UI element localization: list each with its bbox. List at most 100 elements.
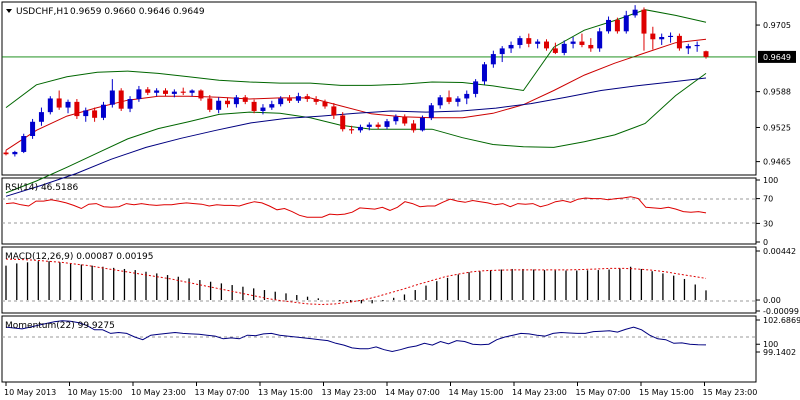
candle-body (552, 48, 558, 53)
candle-body (455, 98, 461, 102)
rsi-ytick-label: 0 (763, 238, 768, 247)
moving-average-slow (5, 77, 707, 197)
candle-body (535, 41, 541, 44)
x-tick-label: 14 May 23:00 (512, 388, 567, 397)
candle-body (544, 41, 550, 49)
candle-body (561, 43, 567, 53)
dropdown-triangle-icon (6, 9, 12, 13)
candle-body (304, 96, 310, 100)
candle-body (446, 97, 452, 102)
momentum-panel-frame (1, 315, 757, 383)
candle-body (614, 19, 620, 32)
candle-body (12, 151, 18, 155)
candle-body (517, 38, 523, 45)
candle-body (322, 101, 328, 107)
candle-body (118, 90, 124, 109)
rsi-ytick-label: 100 (763, 176, 778, 185)
momentum-ytick-label: 100 (763, 340, 778, 349)
candle-body (384, 121, 390, 127)
current-price-badge (758, 50, 796, 63)
x-tick-label: 13 May 07:00 (195, 388, 250, 397)
candle-body (269, 104, 275, 108)
main-panel-frame (1, 1, 757, 176)
candle-body (597, 31, 603, 49)
candle-body (402, 116, 408, 124)
bollinger-upper-band (5, 9, 707, 108)
candle-body (74, 101, 80, 117)
candle-body (100, 104, 106, 118)
candle-body (668, 35, 674, 38)
candle-body (242, 97, 248, 102)
candle-body (375, 124, 381, 127)
momentum-title: Momentum(22) 99.9275 (5, 321, 115, 331)
candle-body (411, 123, 417, 131)
main-ytick-label: 0.9705 (763, 21, 791, 30)
candle-body (162, 90, 168, 94)
candle-body (428, 105, 434, 118)
candle-body (570, 41, 576, 44)
candle-body (357, 126, 363, 131)
candle-body (340, 115, 346, 130)
candle-body (260, 107, 266, 111)
bollinger-lower-band (5, 72, 707, 194)
macd-signal-line (5, 258, 707, 306)
candle-body (393, 116, 399, 122)
candle-body (38, 112, 44, 122)
candle-body (127, 99, 133, 109)
x-tick-label: 13 May 23:00 (322, 388, 377, 397)
x-tick-label: 15 May 07:00 (576, 388, 631, 397)
x-tick-label: 15 May 15:00 (639, 388, 694, 397)
candle-body (313, 99, 319, 102)
x-tick-label: 10 May 2013 (4, 388, 56, 397)
candle-body (180, 91, 186, 93)
candle-body (287, 98, 293, 101)
macd-ytick-label: 0.00442 (763, 247, 796, 256)
candle-body (349, 129, 355, 131)
symbol-label: USDCHF,H1 (16, 7, 69, 17)
x-tick-label: 10 May 23:00 (131, 388, 186, 397)
candle-body (419, 117, 425, 131)
candle-body (21, 136, 27, 152)
main-ytick-label: 0.9588 (763, 88, 791, 97)
candle-body (659, 37, 665, 40)
rsi-line (5, 196, 707, 218)
candle-body (481, 64, 487, 82)
candle-body (56, 98, 62, 108)
candle-body (3, 152, 9, 155)
candle-body (437, 97, 443, 106)
macd-ytick-label: -0.00099 (763, 307, 799, 316)
momentum-line (5, 320, 707, 353)
candle-body (331, 106, 337, 116)
candle-body (579, 41, 585, 45)
candle-body (189, 90, 195, 93)
candle-body (606, 19, 612, 32)
main-ytick-label: 0.9465 (763, 158, 791, 167)
candle-body (641, 9, 647, 34)
x-tick-label: 13 May 15:00 (258, 388, 313, 397)
candle-body (499, 48, 505, 55)
x-tick-label: 14 May 15:00 (449, 388, 504, 397)
x-tick-label: 10 May 15:00 (68, 388, 123, 397)
candle-body (83, 110, 89, 117)
candle-body (154, 90, 160, 93)
candle-body (233, 97, 239, 105)
candle-body (198, 90, 204, 99)
candle-body (464, 93, 470, 99)
momentum-ytick-label: 99.1402 (763, 348, 796, 357)
candle-body (47, 98, 53, 113)
candle-body (473, 81, 479, 94)
ohlc-label: 0.9659 0.9660 0.9646 0.9649 (70, 7, 205, 17)
candle-body (136, 89, 142, 100)
x-tick-label: 14 May 07:00 (385, 388, 440, 397)
candle-body (366, 124, 372, 127)
momentum-ytick-label: 102.6869 (763, 316, 800, 325)
candle-body (65, 101, 71, 108)
candle-body (207, 98, 213, 110)
candle-body (703, 51, 709, 57)
candle-body (685, 46, 691, 49)
main-ytick-label: 0.9525 (763, 123, 791, 132)
candle-body (632, 9, 638, 16)
candle-body (109, 90, 115, 105)
